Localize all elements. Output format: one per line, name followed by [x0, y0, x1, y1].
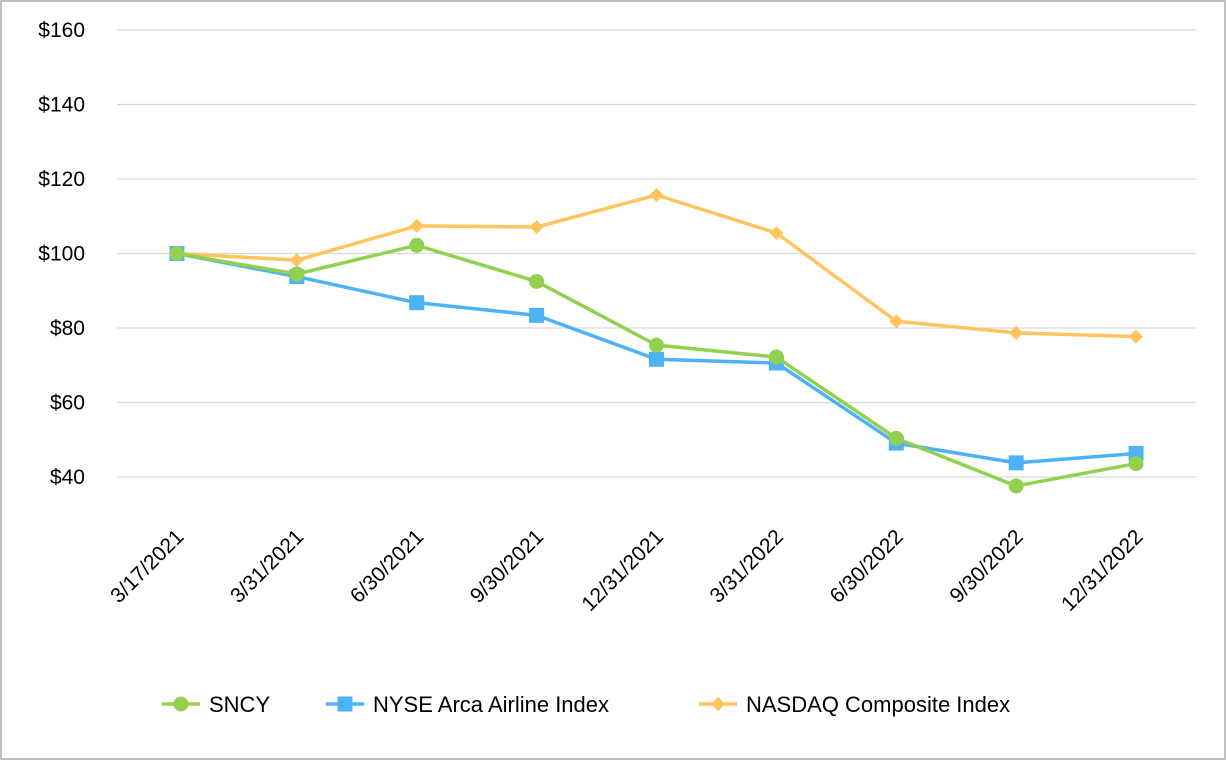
data-point: [1009, 325, 1024, 340]
data-point: [409, 218, 424, 233]
data-point: [529, 307, 545, 323]
y-tick-label: $120: [38, 168, 85, 191]
data-point: [1008, 478, 1024, 494]
data-point: [1008, 455, 1024, 471]
legend-item: NASDAQ Composite Index: [699, 692, 1010, 717]
data-point: [169, 246, 185, 261]
data-point: [409, 295, 425, 311]
legend-label: SNCY: [209, 692, 270, 717]
data-point: [649, 188, 664, 203]
data-point: [529, 220, 544, 235]
legend-item: SNCY: [162, 692, 270, 717]
data-point: [768, 349, 784, 365]
x-tick-label: 12/31/2021: [577, 525, 668, 616]
x-tick-label: 6/30/2021: [346, 525, 428, 607]
y-tick-label: $140: [38, 94, 85, 117]
x-tick-label: 3/31/2021: [226, 525, 308, 607]
y-tick-label: $160: [38, 19, 85, 42]
x-tick-label: 3/31/2022: [706, 525, 788, 607]
data-point: [529, 273, 545, 289]
data-point: [289, 253, 304, 268]
data-point: [889, 314, 904, 329]
legend-marker: [711, 697, 725, 711]
data-point: [769, 226, 784, 241]
data-point: [1128, 456, 1144, 472]
series-diamond: [169, 188, 1144, 344]
legend-marker: [173, 696, 189, 712]
x-tick-label: 9/30/2022: [945, 525, 1027, 607]
x-axis-ticks: 3/17/2021 3/31/2021 6/30/2021 9/30/2021 12/3…: [106, 525, 1147, 616]
legend-marker: [337, 696, 353, 712]
y-tick-label: $100: [38, 243, 85, 266]
data-point: [649, 351, 664, 367]
legend: SNCY NYSE Arca Airline Index NASDAQ Compos…: [162, 692, 1010, 717]
x-tick-label: 3/17/2021: [106, 525, 188, 607]
series-line: [176, 193, 1137, 339]
x-tick-label: 6/30/2022: [825, 525, 907, 607]
legend-label: NASDAQ Composite Index: [746, 692, 1010, 717]
grid-lines: [117, 29, 1196, 478]
series-group: [169, 188, 1144, 494]
y-axis-ticks: $40 $60 $80 $100 $120 $140 $160: [38, 19, 85, 489]
x-tick-label: 12/31/2022: [1057, 525, 1148, 616]
y-tick-label: $60: [50, 392, 85, 415]
data-point: [888, 430, 904, 446]
data-point: [1129, 329, 1144, 344]
data-point: [649, 337, 664, 353]
series-circle: [169, 237, 1144, 494]
x-tick-label: 9/30/2021: [466, 525, 548, 607]
legend-label: NYSE Arca Airline Index: [373, 692, 609, 717]
data-point: [409, 237, 425, 253]
data-point: [289, 266, 305, 282]
series-square: [169, 246, 1144, 471]
y-tick-label: $80: [50, 317, 85, 340]
y-tick-label: $40: [50, 466, 85, 489]
legend-item: NYSE Arca Airline Index: [326, 692, 609, 717]
